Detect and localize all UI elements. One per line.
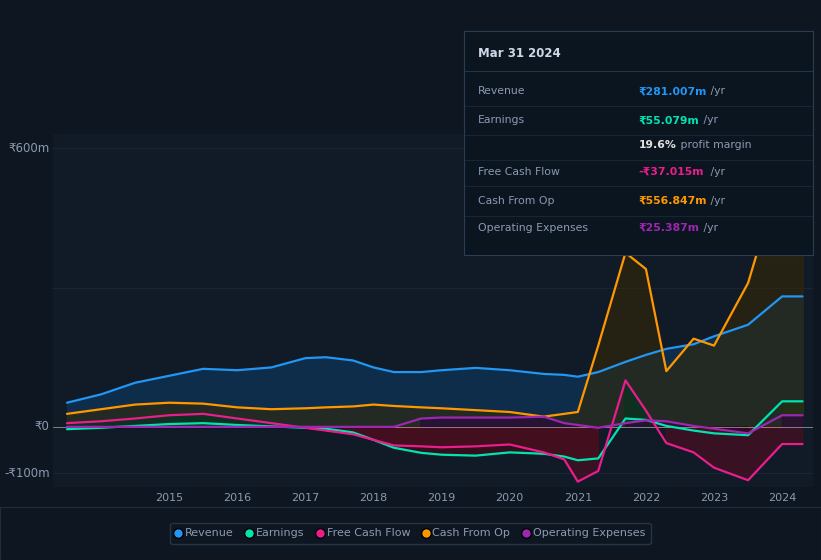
Text: ₹556.847m: ₹556.847m <box>639 196 707 206</box>
Text: 19.6%: 19.6% <box>639 140 677 150</box>
Text: /yr: /yr <box>708 167 726 177</box>
Text: profit margin: profit margin <box>677 140 751 150</box>
Text: ₹281.007m: ₹281.007m <box>639 86 707 96</box>
Text: /yr: /yr <box>708 86 726 96</box>
Text: /yr: /yr <box>708 196 726 206</box>
Text: Earnings: Earnings <box>478 115 525 125</box>
Text: Cash From Op: Cash From Op <box>478 196 554 206</box>
Text: /yr: /yr <box>699 115 718 125</box>
Text: /yr: /yr <box>699 223 718 233</box>
Text: -₹37.015m: -₹37.015m <box>639 167 704 177</box>
Text: Operating Expenses: Operating Expenses <box>478 223 588 233</box>
Legend: Revenue, Earnings, Free Cash Flow, Cash From Op, Operating Expenses: Revenue, Earnings, Free Cash Flow, Cash … <box>171 523 650 544</box>
Text: Free Cash Flow: Free Cash Flow <box>478 167 560 177</box>
Text: ₹55.079m: ₹55.079m <box>639 115 699 125</box>
Text: -₹100m: -₹100m <box>4 467 49 480</box>
Text: Revenue: Revenue <box>478 86 525 96</box>
Text: ₹600m: ₹600m <box>8 142 49 155</box>
Text: ₹0: ₹0 <box>34 421 49 433</box>
Text: ₹25.387m: ₹25.387m <box>639 223 699 233</box>
Text: Mar 31 2024: Mar 31 2024 <box>478 46 561 60</box>
